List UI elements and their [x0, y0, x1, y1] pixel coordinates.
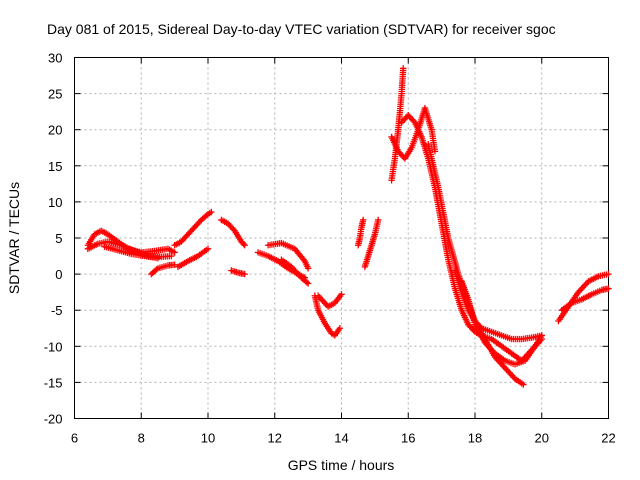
y-tick-label: 15	[48, 159, 62, 174]
data-point	[410, 117, 417, 125]
x-tick-label: 20	[535, 431, 549, 446]
series-arc-6	[174, 245, 212, 271]
series-arc-8	[228, 267, 248, 278]
series-arc-21	[458, 278, 545, 368]
data-point	[538, 332, 545, 339]
data-point	[240, 240, 247, 248]
y-tick-label: 5	[55, 231, 62, 246]
data-point	[154, 255, 162, 262]
y-tick-label: -10	[44, 339, 63, 354]
chart-title: Day 081 of 2015, Sidereal Day-to-day VTE…	[47, 21, 556, 37]
data-point	[400, 65, 407, 72]
series-arc-4	[148, 261, 178, 278]
y-tick-label: 20	[48, 123, 62, 138]
series-arc-5	[171, 208, 215, 249]
y-tick-label: -15	[44, 375, 63, 390]
axis-ticks: 6 8 10 12 14 16 18 20 22 -20 -15 -10 -5 0 5 10 15 20 25 30	[44, 51, 616, 446]
data-point	[359, 216, 367, 224]
x-tick-label: 6	[71, 431, 78, 446]
x-tick-label: 18	[468, 431, 482, 446]
data-point	[303, 279, 310, 286]
series-arc-16	[388, 65, 407, 184]
y-tick-label: -20	[44, 412, 63, 427]
y-tick-label: 30	[48, 51, 62, 66]
data-point	[208, 208, 215, 216]
x-tick-label: 16	[401, 431, 415, 446]
y-tick-label: 25	[48, 87, 62, 102]
data-point	[171, 261, 178, 268]
series-arc-14	[354, 216, 367, 249]
data-point	[605, 270, 612, 278]
series-arc-7	[218, 216, 248, 249]
data-point	[336, 325, 344, 332]
x-tick-label: 10	[201, 431, 215, 446]
y-axis-title: SDTVAR / TECUs	[6, 182, 22, 294]
data-point	[375, 216, 382, 224]
data-point	[204, 245, 212, 253]
x-tick-label: 8	[138, 431, 145, 446]
data-point	[171, 249, 178, 256]
data-point	[431, 148, 439, 155]
series-arc-20	[451, 267, 545, 343]
series-arc-13	[314, 291, 345, 310]
data-point	[230, 226, 237, 233]
data-point	[241, 270, 248, 278]
data-point	[605, 285, 612, 292]
grid	[74, 57, 609, 419]
data-point	[168, 252, 175, 260]
data-points	[84, 65, 612, 388]
y-tick-label: -5	[51, 303, 63, 318]
series-arc-10	[264, 239, 312, 272]
data-point	[241, 242, 248, 249]
data-point	[520, 381, 527, 388]
data-point	[304, 265, 312, 272]
data-point	[153, 266, 160, 273]
x-tick-label: 22	[601, 431, 615, 446]
y-tick-label: 10	[48, 195, 62, 210]
series-arc-3	[101, 243, 162, 262]
series-arc-12	[311, 292, 344, 339]
data-point	[338, 291, 345, 298]
x-axis-title: GPS time / hours	[288, 457, 395, 473]
x-tick-label: 12	[268, 431, 282, 446]
series-arc-15	[361, 216, 382, 271]
y-tick-label: 0	[55, 267, 62, 282]
series-arc-23	[558, 285, 612, 314]
series-arc-11	[278, 256, 312, 287]
x-tick-label: 14	[334, 431, 348, 446]
data-point	[304, 280, 312, 287]
